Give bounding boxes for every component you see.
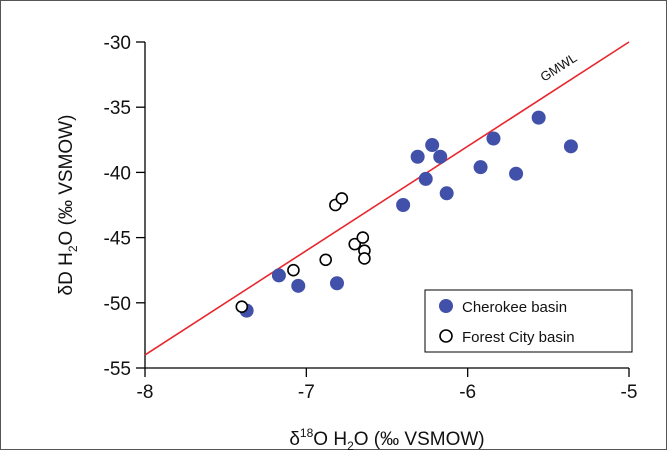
y-tick-label: -30: [104, 33, 131, 54]
gmwl-reference-line: [144, 41, 630, 356]
cherokee-basin-point: [329, 276, 344, 291]
x-tick-label: -6: [459, 382, 476, 403]
forest-city-basin-point: [287, 263, 300, 277]
forest-city-basin-point: [348, 237, 362, 251]
cherokee-basin-point: [563, 139, 578, 154]
forest-city-basin-point: [335, 192, 349, 205]
forest-city-basin-point: [319, 253, 332, 267]
cherokee-basin-point: [271, 268, 286, 283]
x-tick-label: -5: [621, 382, 638, 403]
x-axis-ticks: -8 -7 -6 -5: [137, 368, 638, 403]
x-tick-label: -8: [137, 382, 154, 403]
data-points: [235, 110, 578, 318]
cherokee-basin-point: [396, 198, 411, 212]
legend-marker-forest-city-basin: [439, 329, 453, 343]
legend-label-cherokee-basin: Cherokee basin: [462, 299, 567, 316]
y-tick-label: -45: [104, 229, 131, 250]
legend-box: [424, 289, 633, 353]
cherokee-basin-point: [433, 149, 448, 164]
y-tick-label: -55: [104, 359, 131, 380]
plot-area: -8 -7 -6 -5 -55-50-45-40-35-30 GMWL: [104, 33, 638, 403]
cherokee-basin-point: [531, 110, 546, 125]
cherokee-basin-point: [509, 166, 524, 181]
cherokee-basin-point: [425, 138, 440, 153]
x-tick-label: -7: [298, 382, 315, 403]
cherokee-basin-point: [473, 160, 488, 175]
y-tick-label: -35: [104, 98, 131, 119]
legend: Cherokee basin Forest City basin: [424, 289, 633, 353]
cherokee-basin-point: [486, 131, 501, 146]
legend-label-forest-city-basin: Forest City basin: [462, 329, 575, 346]
cherokee-basin-point: [410, 149, 425, 164]
forest-city-basin-point: [356, 231, 370, 244]
cherokee-basin-point: [291, 278, 306, 293]
forest-city-basin-point: [235, 300, 249, 314]
legend-marker-cherokee-basin: [439, 299, 453, 313]
x-axis-title: δ18O H2O (‰ VSMOW): [289, 426, 484, 450]
forest-city-basin-point: [358, 252, 371, 265]
y-tick-label: -50: [104, 294, 131, 315]
cherokee-basin-point: [439, 186, 454, 201]
y-axis-ticks: -55 -50 -45 -40 -35 -30: [104, 33, 145, 380]
cherokee-basin-point: [418, 171, 433, 186]
y-axis-title: δD H2O (‰ VSMOW): [56, 115, 80, 296]
y-tick-label: -40: [104, 163, 131, 184]
